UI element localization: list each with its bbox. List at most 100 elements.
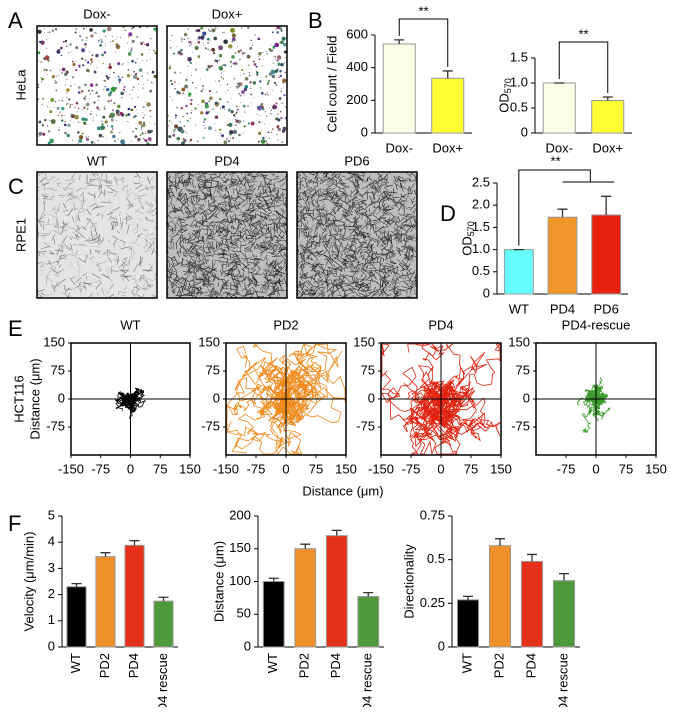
speck xyxy=(81,90,84,93)
speck xyxy=(53,107,54,108)
x-tick-label: -150 xyxy=(213,461,239,476)
speck xyxy=(99,109,100,110)
speck xyxy=(152,71,155,74)
speck xyxy=(149,90,152,93)
speck xyxy=(254,34,255,35)
speck xyxy=(237,82,240,85)
image-label: WT xyxy=(87,153,107,168)
speck xyxy=(233,130,237,134)
tracks xyxy=(577,378,609,433)
speck xyxy=(142,132,144,134)
y-axis-label: Directionality xyxy=(401,544,416,619)
speck xyxy=(179,84,180,85)
speck xyxy=(184,85,188,89)
speck xyxy=(78,139,82,143)
speck xyxy=(235,62,238,65)
y-tick-label: 0 xyxy=(483,285,490,300)
speck xyxy=(220,107,221,108)
speck xyxy=(78,122,79,123)
speck xyxy=(279,70,282,73)
x-tick-label: 0 xyxy=(282,461,289,476)
speck xyxy=(188,41,190,43)
speck xyxy=(228,140,230,142)
speck xyxy=(172,134,175,137)
speck xyxy=(143,134,144,135)
speck xyxy=(87,40,88,41)
speck xyxy=(49,110,52,113)
speck xyxy=(90,34,93,37)
speck xyxy=(222,64,224,66)
speck xyxy=(62,100,63,101)
x-tick-label: 75 xyxy=(309,461,323,476)
bar xyxy=(96,557,115,647)
speck xyxy=(234,116,235,117)
speck xyxy=(132,89,133,90)
x-tick-label: -75 xyxy=(247,461,266,476)
speck xyxy=(175,117,177,119)
speck xyxy=(277,55,281,59)
speck xyxy=(72,140,73,141)
speck xyxy=(256,72,258,74)
speck xyxy=(139,68,143,72)
speck xyxy=(203,137,205,139)
x-tick-label: 75 xyxy=(464,461,478,476)
speck xyxy=(41,78,44,81)
speck xyxy=(180,72,181,73)
speck xyxy=(141,127,142,128)
speck xyxy=(238,93,240,95)
speck xyxy=(137,78,140,81)
speck xyxy=(115,38,116,39)
bar xyxy=(125,545,144,647)
speck xyxy=(103,107,104,108)
speck xyxy=(240,95,242,97)
speck xyxy=(68,98,70,100)
speck xyxy=(235,114,236,115)
speck xyxy=(120,92,124,96)
speck xyxy=(262,65,263,66)
speck xyxy=(99,60,100,61)
bar xyxy=(553,581,574,647)
image-label: Dox+ xyxy=(212,6,243,21)
speck xyxy=(83,28,85,30)
speck xyxy=(110,113,115,118)
speck xyxy=(137,59,138,60)
speck xyxy=(201,35,205,39)
speck xyxy=(45,55,50,60)
speck xyxy=(121,97,122,98)
speck xyxy=(90,83,94,87)
speck xyxy=(217,29,218,30)
speck xyxy=(112,36,113,37)
y-tick-label: 150 xyxy=(43,334,65,349)
speck xyxy=(280,111,282,113)
speck xyxy=(173,53,175,55)
y-axis-label: Distance (μm) xyxy=(27,358,42,439)
speck xyxy=(112,128,114,130)
speck xyxy=(254,97,255,98)
bar xyxy=(489,546,510,647)
subscript: 570 xyxy=(466,221,476,236)
speck xyxy=(75,69,77,71)
speck xyxy=(271,132,272,133)
speck xyxy=(39,41,41,43)
speck xyxy=(103,128,104,129)
error-bar xyxy=(332,530,342,535)
speck xyxy=(70,85,72,87)
speck xyxy=(143,112,144,113)
speck xyxy=(253,61,255,63)
speck xyxy=(41,81,42,82)
speck xyxy=(280,63,283,66)
speck xyxy=(211,48,215,52)
speck xyxy=(108,100,110,102)
speck xyxy=(234,78,235,79)
speck xyxy=(210,40,211,41)
speck xyxy=(130,109,133,112)
speck xyxy=(235,119,236,120)
speck xyxy=(118,76,120,78)
speck xyxy=(121,64,122,65)
cell-line-label: HeLa xyxy=(13,69,28,101)
speck xyxy=(100,125,105,130)
speck xyxy=(284,80,285,81)
speck xyxy=(128,52,132,56)
speck xyxy=(67,124,70,127)
